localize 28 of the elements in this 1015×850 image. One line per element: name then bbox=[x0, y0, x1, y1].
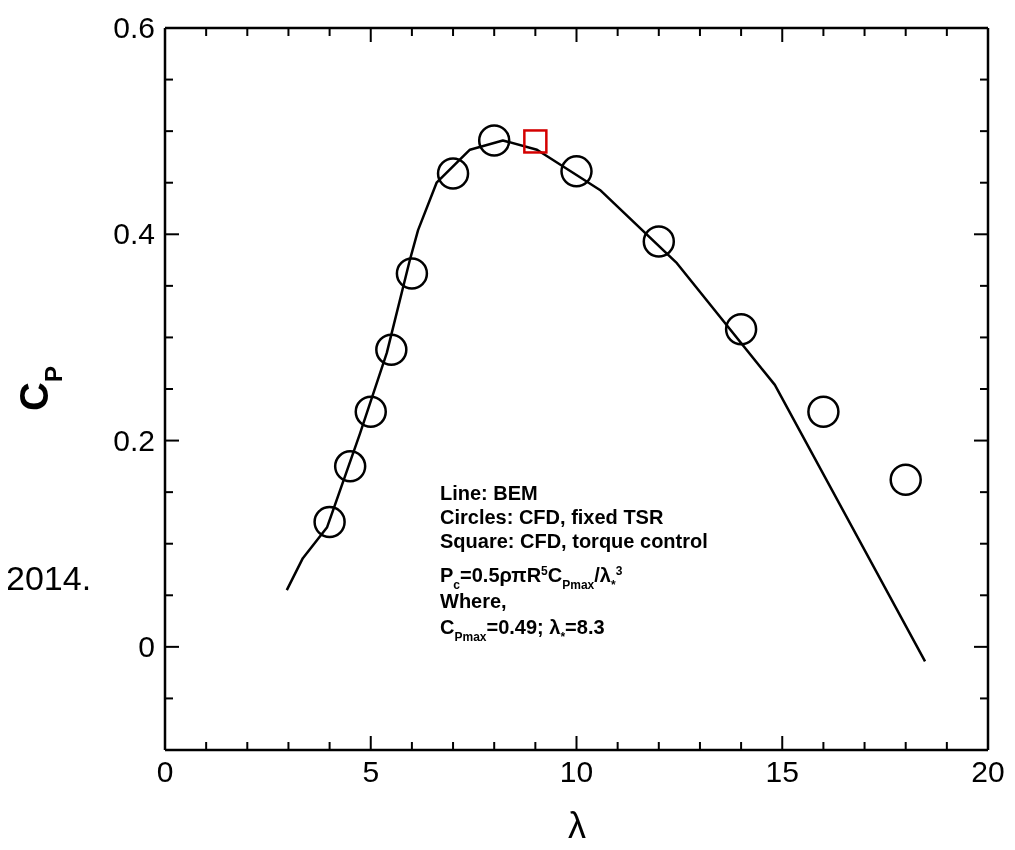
point bbox=[807, 395, 840, 428]
annotation: Line: BEM bbox=[440, 482, 538, 504]
y-tick-label: 0.6 bbox=[113, 11, 155, 44]
point bbox=[395, 257, 429, 290]
point bbox=[354, 395, 387, 428]
point bbox=[889, 463, 922, 497]
point bbox=[333, 450, 367, 483]
y-tick-label: 0.2 bbox=[113, 423, 155, 457]
y-tick-label: 0.4 bbox=[113, 217, 155, 251]
x-tick-label: 20 bbox=[971, 755, 1005, 788]
point bbox=[477, 124, 511, 157]
y-tick-label: 0 bbox=[138, 629, 155, 663]
x-tick-label: 5 bbox=[362, 755, 380, 788]
point bbox=[642, 225, 676, 258]
annotation: Circles: CFD, fixed TSR bbox=[440, 506, 664, 528]
point bbox=[375, 333, 408, 367]
point bbox=[523, 129, 548, 154]
annotation: Where, bbox=[440, 590, 507, 612]
annotation: Square: CFD, torque control bbox=[440, 530, 708, 552]
x-tick-label: 10 bbox=[559, 755, 594, 788]
point bbox=[313, 505, 346, 539]
text: 2014. bbox=[6, 559, 92, 597]
point bbox=[560, 155, 593, 188]
point bbox=[724, 312, 758, 346]
annotation: C$_{Pmax}$=0.49; λ$_{*}$=8.3 bbox=[440, 616, 605, 644]
point bbox=[436, 157, 470, 190]
x-axis-title: λ bbox=[568, 805, 586, 846]
x-tick-label: 15 bbox=[765, 755, 799, 788]
